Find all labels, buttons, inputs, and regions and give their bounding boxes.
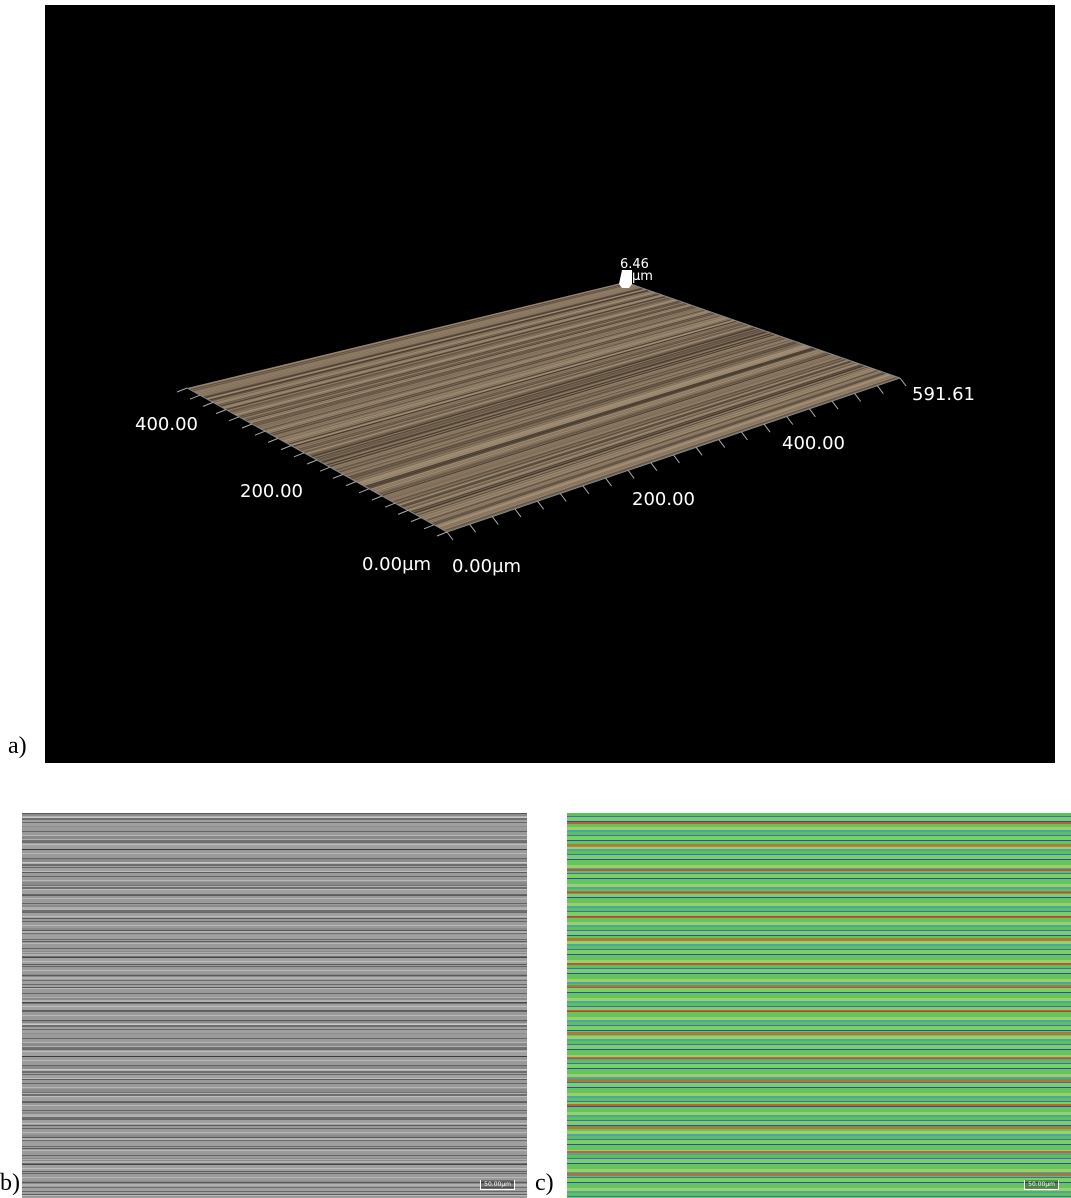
z-unit: µm	[632, 269, 653, 284]
panel-label: b)	[0, 1170, 20, 1197]
x-tick-label: 400.00	[782, 433, 845, 454]
x-tick-label: 0.00µm	[452, 556, 521, 577]
grayscale-micrograph: 50.00µm	[22, 813, 527, 1198]
page: 6.46 µm 400.00 200.00 0.00µm 0.00µm 200.…	[0, 0, 1071, 1198]
y-tick-label: 0.00µm	[362, 554, 431, 575]
y-tick-label: 200.00	[240, 481, 303, 502]
y-tick-label: 400.00	[135, 414, 198, 435]
x-tick-label: 200.00	[632, 489, 695, 510]
scale-bar: 50.00µm	[1024, 1180, 1059, 1190]
panel-label: a)	[8, 733, 27, 760]
scale-bar: 50.00µm	[480, 1180, 515, 1190]
color-micrograph: 50.00µm	[567, 813, 1071, 1198]
x-tick-label: 591.61	[912, 384, 975, 405]
panel-label: c)	[535, 1170, 554, 1197]
panel-a: 6.46 µm 400.00 200.00 0.00µm 0.00µm 200.…	[0, 0, 1071, 770]
